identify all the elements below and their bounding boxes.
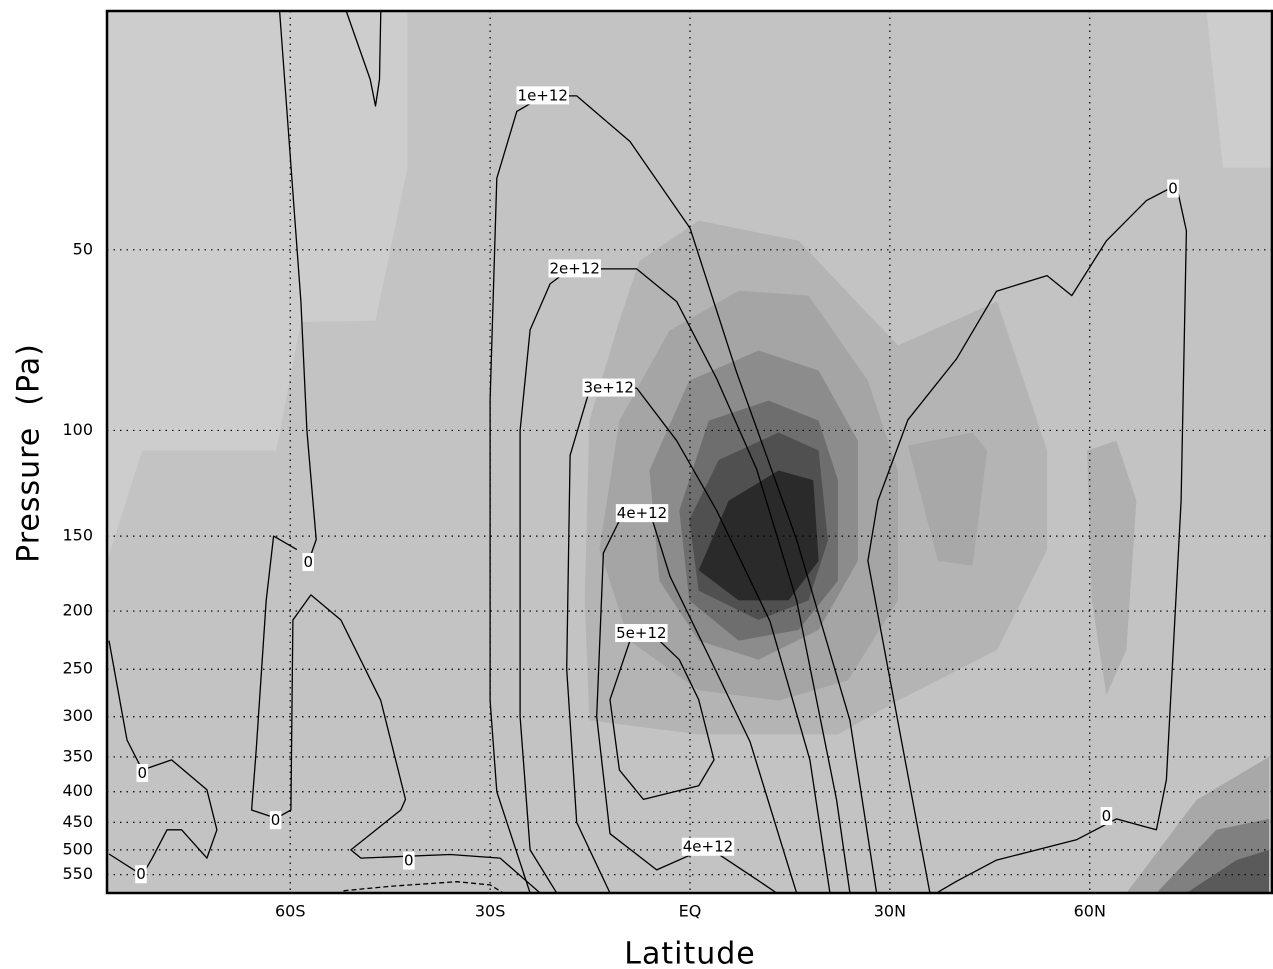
shading (107, 11, 1273, 893)
contour-label-background (615, 504, 669, 523)
x-axis-title: Latitude (624, 937, 755, 969)
contour-line (566, 387, 831, 893)
contour-label-background (135, 865, 147, 884)
contour-label-background (269, 811, 282, 830)
ticks: 60S 30S EQ 30N 60N 50 100 150 200 250 300 350 400 450… (62, 239, 1105, 920)
y-tick-label: 250 (62, 659, 93, 678)
contour-label: 0 (136, 865, 146, 883)
contour-line (867, 184, 1188, 893)
x-tick-label: EQ (679, 902, 702, 921)
grid (107, 11, 1273, 893)
x-tick-label: 60N (1074, 902, 1106, 921)
contour-label-background (516, 86, 569, 105)
contour-label: 2e+12 (550, 259, 600, 277)
contour-label: 0 (1102, 807, 1112, 825)
contour-label: 0 (271, 811, 281, 829)
x-tick-label: 60S (275, 902, 306, 921)
contour-label: 0 (404, 852, 414, 870)
shaded-region (698, 470, 819, 601)
y-tick-label: 500 (62, 839, 93, 858)
shaded-region (1087, 440, 1137, 695)
y-tick-label: 100 (62, 420, 93, 439)
contour-label: 5e+12 (616, 624, 666, 642)
y-tick-label: 150 (62, 526, 93, 545)
plot-frame (105, 9, 1273, 895)
contour-label-background (681, 837, 735, 856)
y-tick-label: 450 (62, 812, 93, 831)
shaded-region (1186, 849, 1269, 893)
x-tick-label: 30N (874, 902, 906, 921)
y-tick-label: 350 (62, 746, 93, 765)
contour-label-background (302, 553, 314, 572)
contour-label: 0 (1168, 180, 1178, 198)
y-tick-label: 550 (62, 864, 93, 883)
y-tick-label: 300 (62, 706, 93, 725)
contour-line (519, 268, 851, 893)
y-tick-label: 200 (62, 601, 93, 620)
shaded-region (1206, 11, 1273, 168)
contour-label: 4e+12 (617, 504, 667, 522)
contour-label: 1e+12 (518, 86, 568, 104)
contour-label: 4e+12 (683, 838, 733, 856)
contour-line (250, 535, 541, 893)
contour-label-background (582, 378, 635, 397)
contour-label-background (1100, 807, 1113, 826)
contour-label: 0 (138, 764, 148, 782)
contour-label: 3e+12 (583, 379, 633, 397)
contour-label-background (136, 763, 149, 782)
contour-line (345, 11, 382, 107)
contour-label-background (615, 624, 668, 643)
contour-label: 0 (303, 553, 313, 571)
contour-labels: 1e+12 2e+12 3e+12 4e+12 5e+12 4e+12 0 0 0 0 0 0 0 (135, 86, 1179, 884)
shaded-region (107, 11, 408, 561)
contour-label-background (1167, 179, 1179, 198)
contour-label-background (403, 851, 415, 870)
y-axis-title: Pressure (Pa) (12, 343, 47, 563)
y-tick-label: 50 (73, 239, 93, 258)
shaded-region (907, 432, 988, 566)
contour-line (609, 639, 715, 801)
y-tick-label: 400 (62, 781, 93, 800)
contour-label-background (548, 259, 601, 278)
contour-line (278, 11, 317, 563)
x-tick-label: 30S (475, 902, 506, 921)
contour-line (343, 881, 504, 893)
